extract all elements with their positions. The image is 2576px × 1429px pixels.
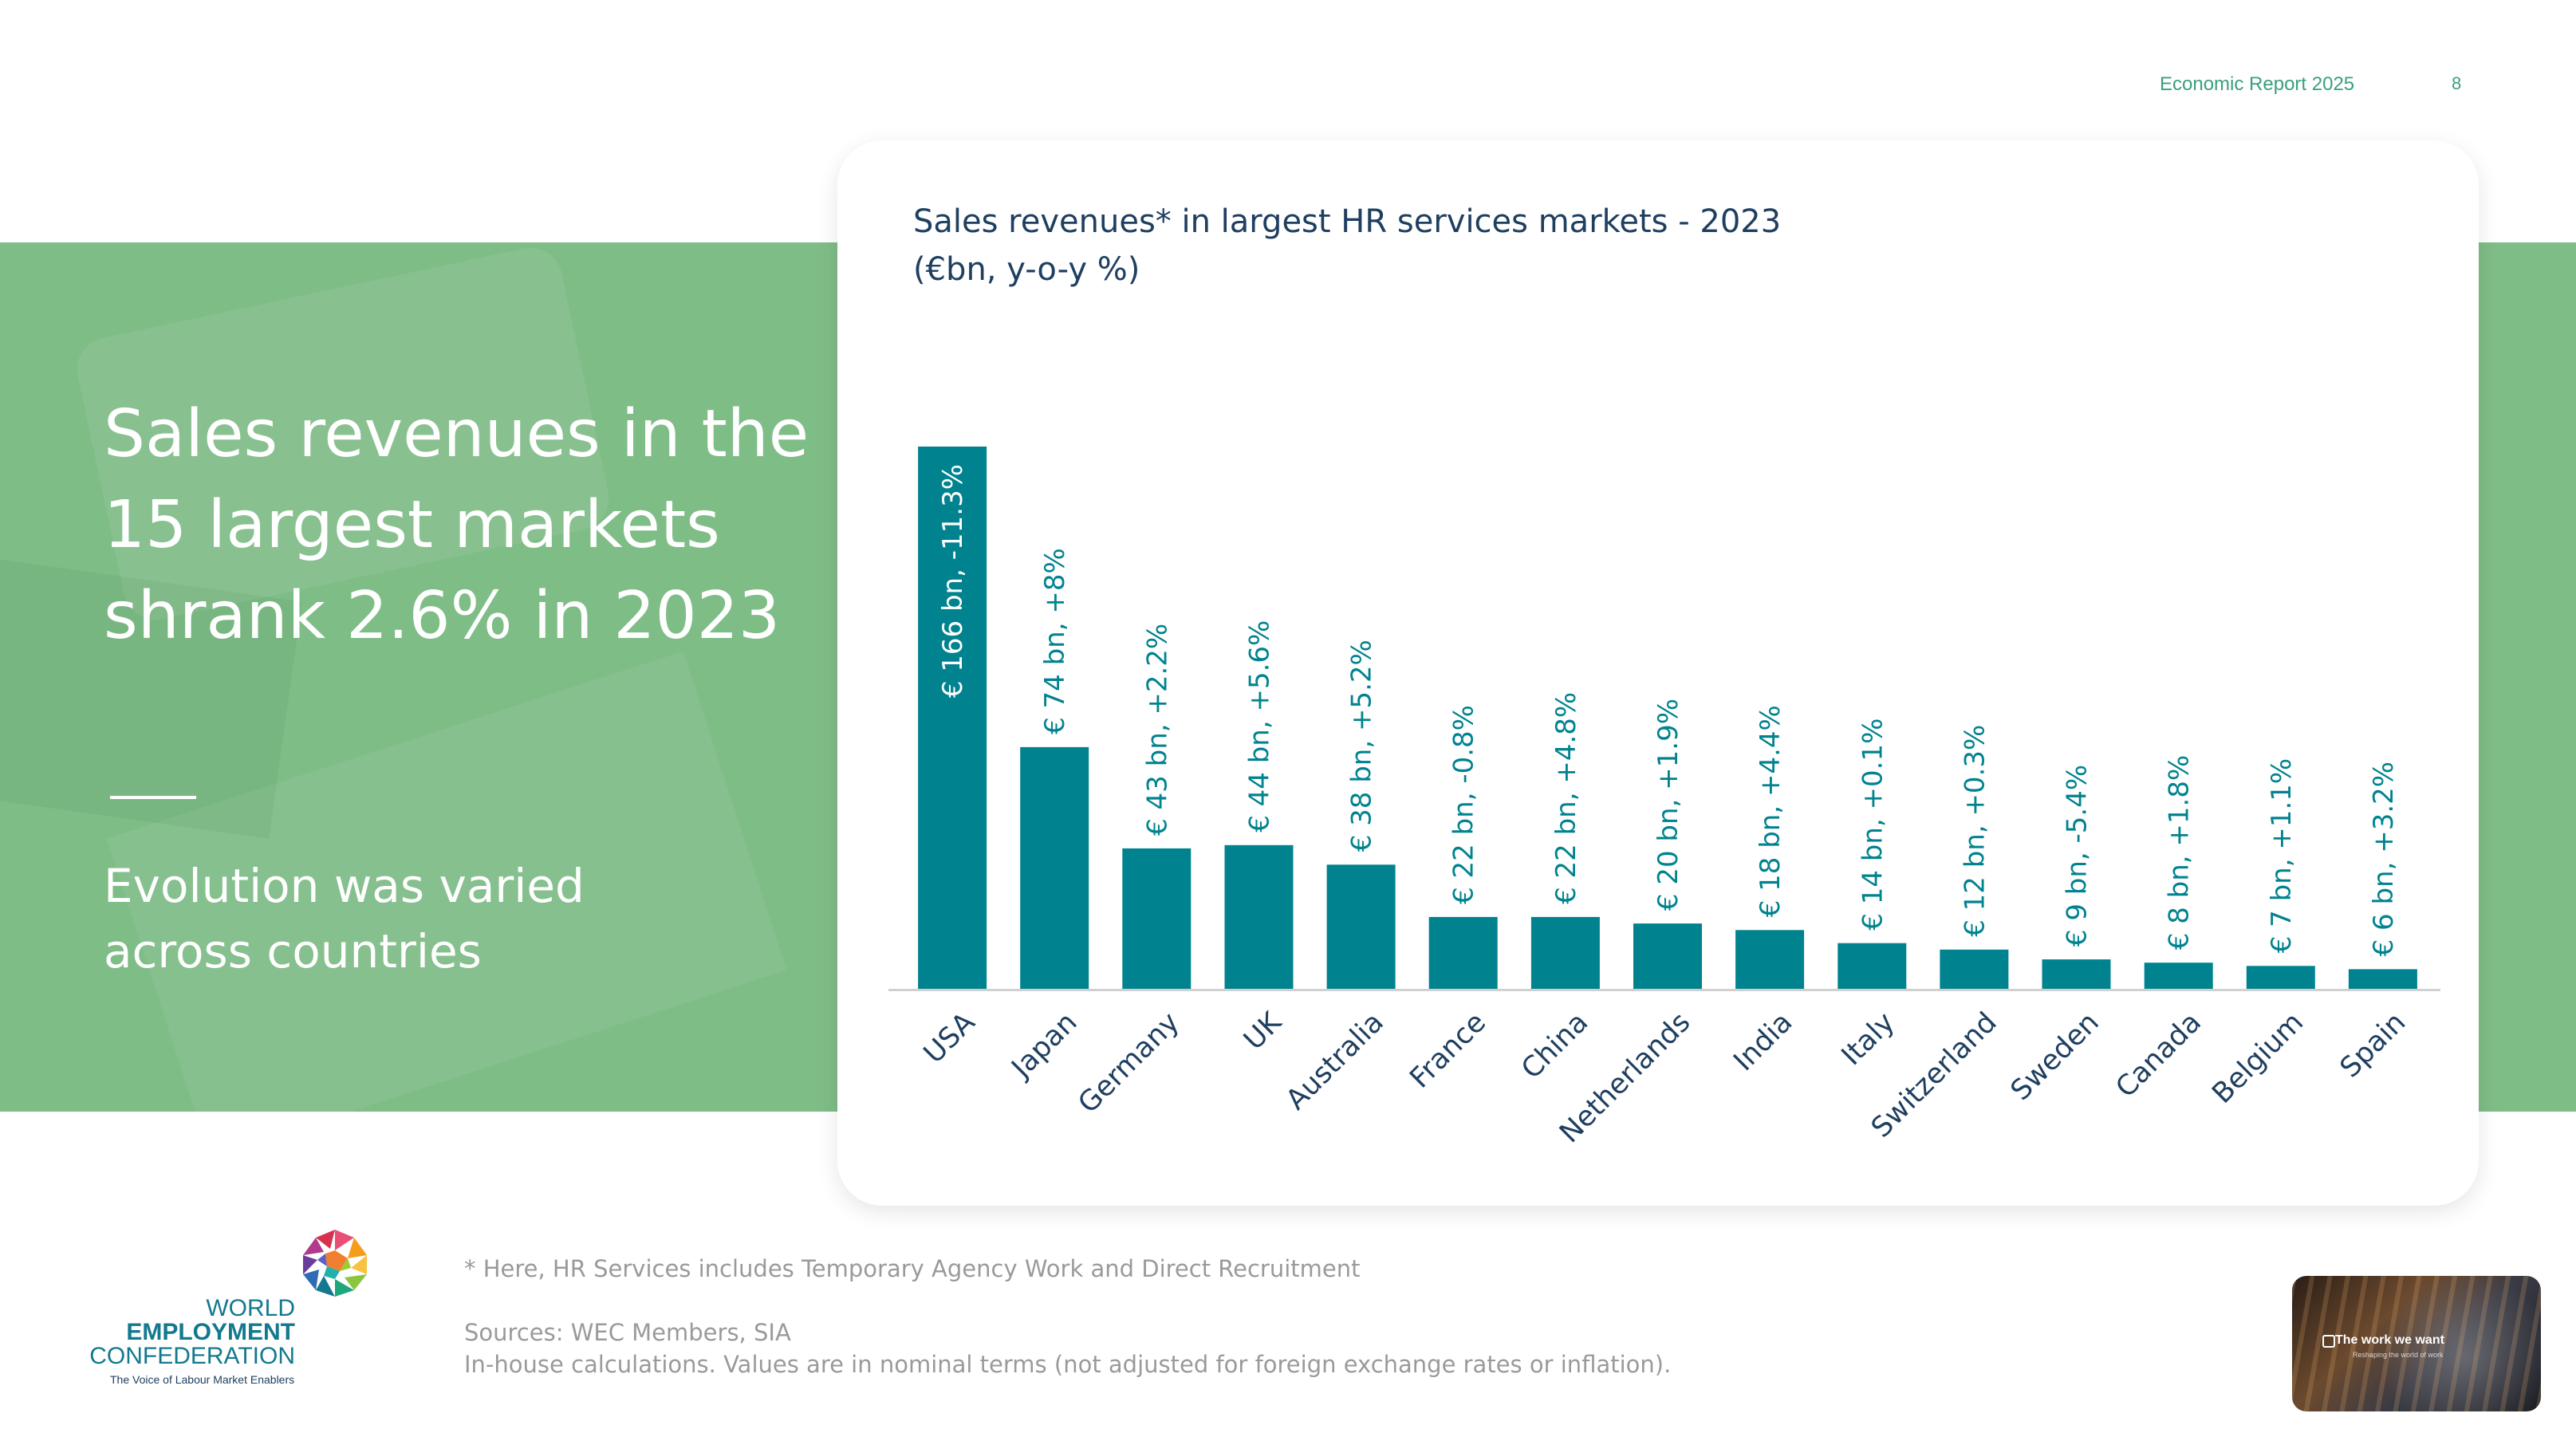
footnote-calculations: In-house calculations. Values are in nom…: [464, 1351, 1672, 1378]
globe-logo-icon: [300, 1228, 370, 1298]
category-label-india: India: [1727, 1006, 1798, 1077]
bar-usa: [918, 447, 987, 989]
category-label-germany: Germany: [1073, 1006, 1186, 1120]
data-label-germany: € 43 bn, +2.2%: [1141, 624, 1173, 836]
video-subtitle: Reshaping the world of work: [2353, 1351, 2444, 1359]
data-label-netherlands: € 20 bn, +1.9%: [1652, 699, 1684, 911]
logo-text-confederation: CONFEDERATION: [89, 1343, 295, 1369]
footnote-sources: Sources: WEC Members, SIA: [464, 1319, 791, 1346]
bar-sweden: [2042, 959, 2111, 989]
bar-switzerland: [1940, 949, 2009, 989]
footnote-definition: * Here, HR Services includes Temporary A…: [464, 1255, 1361, 1282]
category-label-sweden: Sweden: [2005, 1006, 2105, 1107]
bar-spain: [2348, 969, 2417, 989]
video-title: The work we want: [2335, 1333, 2444, 1347]
data-label-sweden: € 9 bn, -5.4%: [2062, 765, 2093, 947]
logo-tagline: The Voice of Labour Market Enablers: [110, 1373, 295, 1386]
page-number: 8: [2452, 73, 2462, 93]
bar-chart: € 166 bn, -11.3% USA € 74 bn, +8% Japan € 43…: [888, 447, 2440, 1149]
category-label-canada: Canada: [2110, 1006, 2208, 1104]
category-label-usa: USA: [918, 1006, 982, 1070]
data-label-italy: € 14 bn, +0.1%: [1857, 718, 1889, 931]
bar-india: [1735, 930, 1805, 989]
category-label-belgium: Belgium: [2206, 1006, 2310, 1110]
data-label-spain: € 6 bn, +3.2%: [2368, 762, 2400, 956]
data-label-usa: € 166 bn, -11.3%: [937, 464, 969, 698]
data-label-france: € 22 bn, -0.8%: [1448, 705, 1480, 904]
chart-title-line1: Sales revenues* in largest HR services m…: [913, 203, 1782, 240]
bar-uk: [1224, 844, 1294, 989]
bar-germany: [1122, 848, 1191, 989]
subheadline: Evolution was varied across countries: [104, 859, 585, 978]
bar-netherlands: [1633, 923, 1702, 989]
chart-card: Sales revenues* in largest HR services m…: [837, 140, 2479, 1206]
data-label-canada: € 8 bn, +1.8%: [2164, 755, 2196, 950]
data-label-japan: € 74 bn, +8%: [1039, 548, 1071, 734]
chart-title: Sales revenues* in largest HR services m…: [913, 198, 2030, 293]
data-label-switzerland: € 12 bn, +0.3%: [1959, 725, 1991, 937]
headline: Sales revenues in the 15 largest markets…: [104, 396, 809, 654]
data-label-china: € 22 bn, +4.8%: [1550, 692, 1582, 904]
category-label-australia: Australia: [1280, 1006, 1390, 1116]
category-label-japan: Japan: [1005, 1006, 1084, 1085]
bar-japan: [1020, 746, 1089, 989]
bar-italy: [1837, 943, 1907, 989]
bar-australia: [1326, 864, 1396, 989]
data-label-uk: € 44 bn, +5.6%: [1244, 620, 1276, 833]
report-label: Economic Report 2025: [2160, 73, 2355, 95]
data-label-australia: € 38 bn, +5.2%: [1346, 640, 1378, 852]
logo-text-world: WORLD: [206, 1295, 295, 1321]
category-label-uk: UK: [1238, 1006, 1288, 1056]
category-label-spain: Spain: [2334, 1006, 2412, 1084]
bar-canada: [2144, 963, 2213, 989]
video-badge-icon: [2322, 1335, 2335, 1348]
category-label-italy: Italy: [1836, 1006, 1901, 1072]
video-thumbnail[interactable]: The work we want Reshaping the world of …: [2292, 1276, 2541, 1411]
logo-text-employment: EMPLOYMENT: [126, 1319, 295, 1345]
category-label-france: France: [1404, 1006, 1492, 1095]
wec-logo: WORLD EMPLOYMENT CONFEDERATION The Voice…: [89, 1226, 391, 1386]
category-label-china: China: [1515, 1006, 1594, 1085]
data-label-belgium: € 7 bn, +1.1%: [2266, 758, 2298, 954]
bar-france: [1428, 916, 1498, 989]
headline-divider: [110, 796, 196, 799]
chart-title-line2: (€bn, y-o-y %): [913, 251, 1140, 288]
data-label-india: € 18 bn, +4.4%: [1755, 705, 1786, 917]
bar-china: [1530, 916, 1600, 989]
bar-belgium: [2246, 966, 2315, 989]
